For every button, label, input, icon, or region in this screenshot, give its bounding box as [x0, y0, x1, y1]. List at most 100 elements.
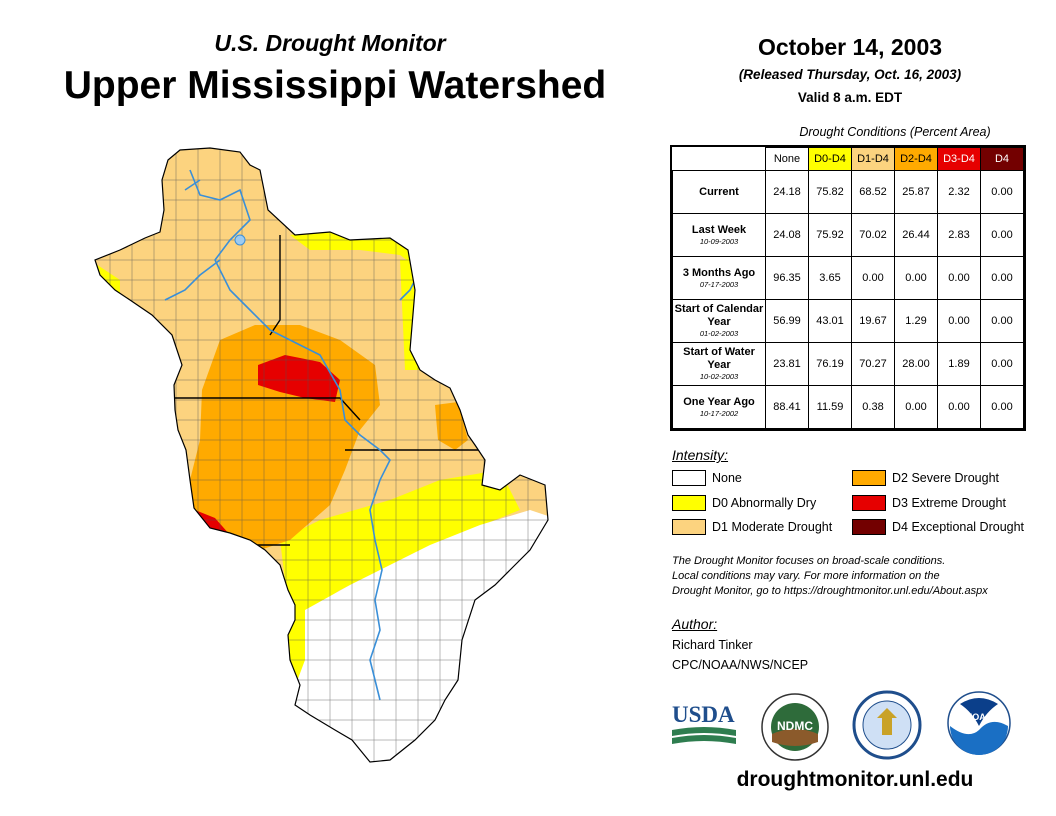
col-header-d1-d4: D1-D4	[851, 147, 895, 171]
legend-label: D0 Abnormally Dry	[712, 496, 817, 510]
legend-label: None	[712, 471, 742, 485]
table-cell: 23.81	[765, 342, 809, 386]
map-subtitle: U.S. Drought Monitor	[214, 30, 446, 56]
legend-swatch	[672, 470, 706, 486]
table-cell: 0.00	[980, 256, 1024, 300]
disclaimer-note: The Drought Monitor focuses on broad-sca…	[672, 555, 988, 597]
legend-swatch	[852, 495, 886, 511]
legend-label: D4 Exceptional Drought	[892, 520, 1025, 534]
author-name: Richard Tinker	[672, 638, 753, 652]
col-header-d0-d4: D0-D4	[808, 147, 852, 171]
row-label: One Year Ago 10-17-2002	[672, 385, 766, 429]
legend-item-d3: D3 Extreme Drought	[852, 495, 1006, 511]
col-header-d3-d4: D3-D4	[937, 147, 981, 171]
table-cell: 24.18	[765, 170, 809, 214]
release-date: (Released Thursday, Oct. 16, 2003)	[738, 67, 962, 82]
legend-swatch	[672, 519, 706, 535]
row-label: Start of Water Year 10-02-2003	[672, 342, 766, 386]
website-link[interactable]: droughtmonitor.unl.edu	[736, 768, 974, 791]
table-cell: 75.82	[808, 170, 852, 214]
ndmc-logo: NDMC	[761, 693, 829, 761]
legend-label: D1 Moderate Drought	[712, 520, 833, 534]
svg-text:NOAA: NOAA	[966, 712, 993, 722]
table-cell: 25.87	[894, 170, 938, 214]
table-row: One Year Ago 10-17-2002 88.41 11.59 0.38 …	[672, 385, 1024, 429]
row-date: 07-17-2003	[699, 279, 739, 289]
table-cell: 0.00	[980, 170, 1024, 214]
legend-item-d0: D0 Abnormally Dry	[672, 495, 816, 511]
row-date: 01-02-2003	[699, 329, 739, 338]
table-cell: 11.59	[808, 385, 852, 429]
table-header-row: None D0-D4 D1-D4 D2-D4 D3-D4 D4	[673, 147, 1024, 171]
row-date: 10-17-2002	[699, 408, 739, 418]
table-cell: 56.99	[765, 299, 809, 343]
table-cell: 0.00	[937, 385, 981, 429]
table-cell: 26.44	[894, 213, 938, 257]
commerce-seal-icon	[852, 690, 922, 760]
col-header-d4: D4	[980, 147, 1024, 171]
table-row: Start of Calendar Year 01-02-2003 56.99 4…	[672, 299, 1024, 343]
legend-label: D2 Severe Drought	[892, 471, 1000, 485]
legend-swatch	[852, 519, 886, 535]
table-cell: 3.65	[808, 256, 852, 300]
drought-map	[94, 147, 549, 763]
table-cell: 19.67	[851, 299, 895, 343]
table-cell: 24.08	[765, 213, 809, 257]
row-label: Last Week 10-09-2003	[672, 213, 766, 257]
table-cell: 76.19	[808, 342, 852, 386]
table-title: Drought Conditions (Percent Area)	[799, 125, 991, 139]
table-cell: 0.00	[894, 385, 938, 429]
svg-text:USDA: USDA	[672, 702, 735, 727]
legend-item-d2: D2 Severe Drought	[852, 470, 999, 486]
valid-time: Valid 8 a.m. EDT	[797, 90, 903, 105]
table-row: Start of Water Year 10-02-2003 23.81 76.1…	[672, 342, 1024, 386]
legend-item-none: None	[672, 470, 742, 486]
table-cell: 70.02	[851, 213, 895, 257]
col-header-d2-d4: D2-D4	[894, 147, 938, 171]
legend-item-d1: D1 Moderate Drought	[672, 519, 832, 535]
row-date: 10-09-2003	[699, 236, 739, 246]
table-cell: 0.00	[980, 299, 1024, 343]
table-cell: 75.92	[808, 213, 852, 257]
valid-date: October 14, 2003	[757, 34, 943, 60]
author-org: CPC/NOAA/NWS/NCEP	[672, 658, 809, 672]
table-cell: 0.00	[937, 256, 981, 300]
usda-logo: USDA	[672, 702, 736, 744]
row-label: Start of Calendar Year 01-02-2003	[672, 299, 766, 343]
svg-text:NDMC: NDMC	[777, 719, 813, 733]
row-date: 10-02-2003	[699, 372, 739, 381]
legend-swatch	[672, 495, 706, 511]
table-row: 3 Months Ago 07-17-2003 96.35 3.65 0.00 0…	[672, 256, 1024, 300]
table-corner	[673, 148, 766, 171]
legend-title: Intensity:	[672, 447, 729, 463]
row-label: 3 Months Ago 07-17-2003	[672, 256, 766, 300]
author-heading: Author:	[672, 616, 718, 632]
table-cell: 0.00	[937, 299, 981, 343]
col-header-none: None	[765, 147, 809, 171]
table-cell: 43.01	[808, 299, 852, 343]
table-cell: 0.00	[980, 342, 1024, 386]
table-cell: 96.35	[765, 256, 809, 300]
table-cell: 0.00	[894, 256, 938, 300]
table-cell: 0.00	[851, 256, 895, 300]
table-row: Current 24.18 75.82 68.52 25.87 2.32 0.0…	[672, 170, 1024, 214]
table-cell: 70.27	[851, 342, 895, 386]
table-cell: 28.00	[894, 342, 938, 386]
legend-label: D3 Extreme Drought	[892, 496, 1006, 510]
row-label: Current	[672, 170, 766, 214]
table-row: Last Week 10-09-2003 24.08 75.92 70.02 26…	[672, 213, 1024, 257]
drought-stats-table: None D0-D4 D1-D4 D2-D4 D3-D4 D4 Current …	[670, 145, 1026, 431]
table-cell: 1.29	[894, 299, 938, 343]
table-cell: 2.83	[937, 213, 981, 257]
table-cell: 0.00	[980, 213, 1024, 257]
table-cell: 68.52	[851, 170, 895, 214]
table-cell: 2.32	[937, 170, 981, 214]
noaa-logo: NOAA	[947, 691, 1011, 755]
table-cell: 1.89	[937, 342, 981, 386]
table-cell: 88.41	[765, 385, 809, 429]
legend-swatch	[852, 470, 886, 486]
table-cell: 0.38	[851, 385, 895, 429]
legend-item-d4: D4 Exceptional Drought	[852, 519, 1024, 535]
table-cell: 0.00	[980, 385, 1024, 429]
map-title: Upper Mississippi Watershed	[63, 64, 607, 107]
